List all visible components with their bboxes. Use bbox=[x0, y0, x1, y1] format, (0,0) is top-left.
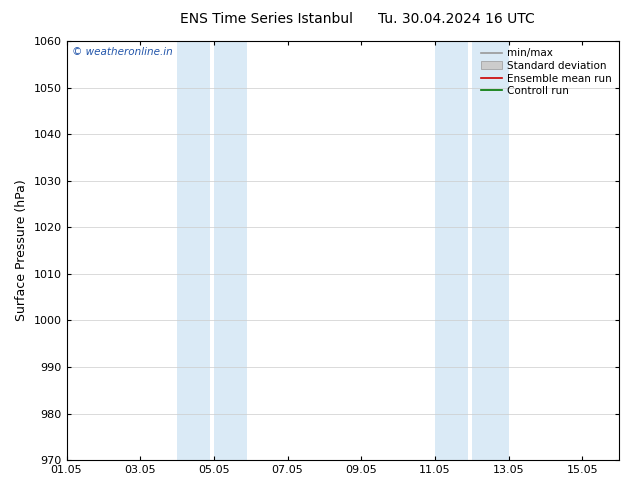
Bar bbox=[177, 41, 210, 460]
Text: © weatheronline.in: © weatheronline.in bbox=[72, 48, 173, 57]
Y-axis label: Surface Pressure (hPa): Surface Pressure (hPa) bbox=[15, 180, 28, 321]
Bar bbox=[435, 41, 468, 460]
Legend: min/max, Standard deviation, Ensemble mean run, Controll run: min/max, Standard deviation, Ensemble me… bbox=[479, 46, 614, 98]
Text: ENS Time Series Istanbul: ENS Time Series Istanbul bbox=[180, 12, 353, 26]
Text: Tu. 30.04.2024 16 UTC: Tu. 30.04.2024 16 UTC bbox=[378, 12, 535, 26]
Bar bbox=[214, 41, 247, 460]
Bar bbox=[472, 41, 508, 460]
